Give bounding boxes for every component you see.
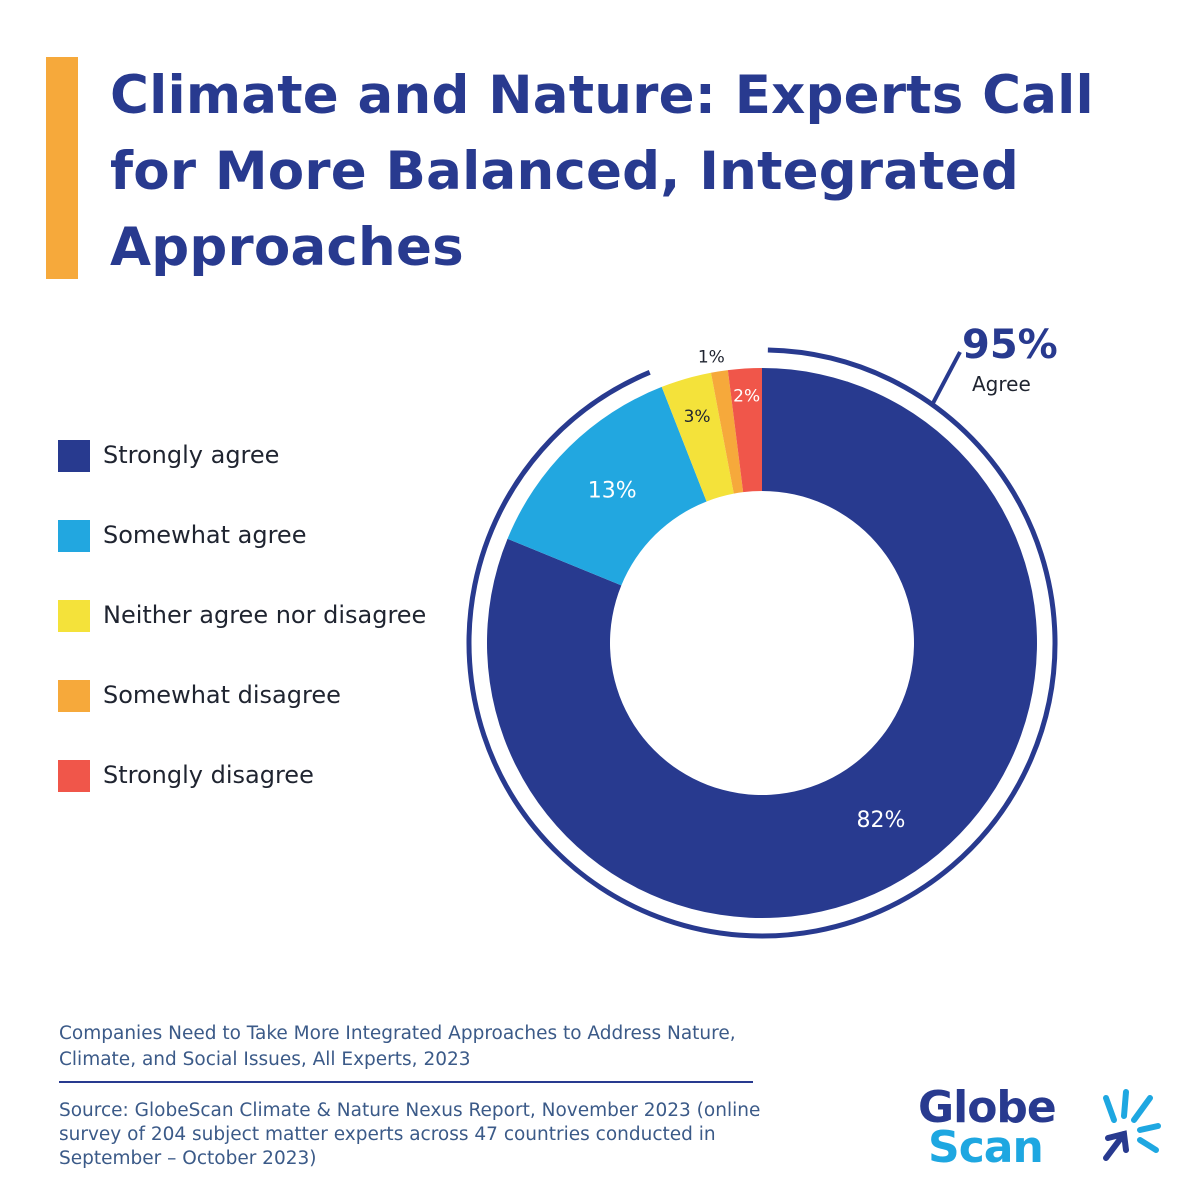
legend-swatch [58, 520, 90, 552]
slice-somewhat-agree [507, 386, 707, 586]
page-title: Climate and Nature: Experts Call for Mor… [110, 65, 1094, 278]
chart-caption: Companies Need to Take More Integrated A… [59, 1023, 736, 1070]
slice-label-strongly-disagree: 2% [733, 386, 760, 406]
logo-burst-icon [1103, 1089, 1161, 1161]
legend-item-strongly-agree: Strongly agree [58, 440, 478, 472]
logo-word-globe: Globe [918, 1082, 1057, 1133]
legend-swatch [58, 440, 90, 472]
legend-label: Somewhat disagree [103, 681, 341, 709]
legend-item-neither: Neither agree nor disagree [58, 600, 478, 632]
legend-item-strongly-disagree: Strongly disagree [58, 760, 478, 792]
legend-label: Strongly disagree [103, 761, 314, 789]
legend-swatch [58, 760, 90, 792]
logo-word-scan: Scan [928, 1122, 1044, 1173]
slice-strongly-disagree [727, 368, 762, 493]
agree-bracket-arc [466, 347, 1058, 939]
agree-total-label: Agree [972, 372, 1031, 396]
legend-label: Neither agree nor disagree [103, 601, 427, 629]
agree-leader-line [930, 351, 962, 406]
globescan-logo: Globe Scan [918, 1086, 1178, 1176]
slice-strongly-agree [487, 368, 1038, 918]
donut-chart: 82% 13% 3% 1% 2% 95% Agree [466, 322, 1058, 939]
legend-swatch [58, 600, 90, 632]
legend-swatch [58, 680, 90, 712]
slice-somewhat-disagree [710, 370, 744, 494]
footer-divider [59, 1081, 753, 1083]
agree-total-value: 95% [962, 322, 1058, 368]
legend-item-somewhat-disagree: Somewhat disagree [58, 680, 478, 712]
slice-label-somewhat-disagree: 1% [698, 347, 725, 367]
source-note: Source: GlobeScan Climate & Nature Nexus… [59, 1100, 761, 1169]
legend-label: Somewhat agree [103, 521, 307, 549]
slice-neither-agree-nor-disagree [661, 372, 734, 502]
title-accent-bar [46, 57, 78, 279]
legend-label: Strongly agree [103, 441, 280, 469]
chart-legend: Strongly agree Somewhat agree Neither ag… [58, 440, 478, 840]
slice-label-strongly-agree: 82% [857, 808, 906, 833]
legend-item-somewhat-agree: Somewhat agree [58, 520, 478, 552]
slice-label-somewhat-agree: 13% [588, 478, 637, 503]
slice-label-neither-agree-nor-disagree: 3% [684, 407, 711, 427]
